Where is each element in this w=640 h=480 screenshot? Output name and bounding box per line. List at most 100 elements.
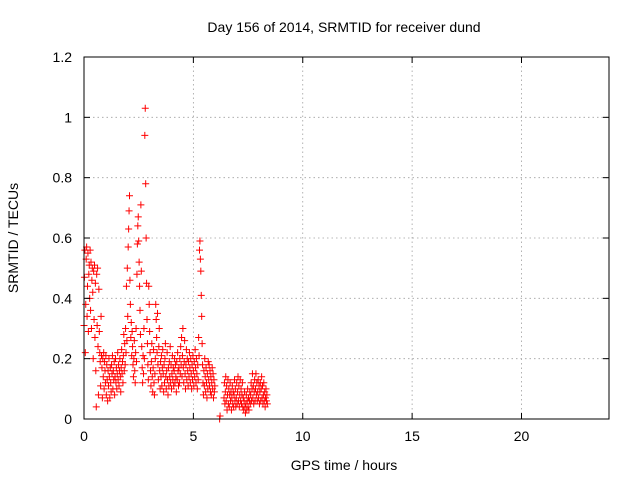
data-point: [139, 352, 147, 360]
data-point: [81, 349, 89, 357]
data-point: [197, 291, 205, 299]
data-point: [89, 288, 97, 296]
data-point: [145, 300, 153, 308]
data-point: [91, 261, 98, 269]
data-point: [210, 376, 218, 384]
data-point: [132, 349, 140, 357]
data-point: [150, 379, 158, 387]
data-point: [99, 355, 107, 363]
data-point: [259, 382, 266, 390]
data-point: [165, 358, 173, 366]
data-point: [91, 279, 99, 287]
y-tick-label: 1: [64, 109, 72, 125]
data-point: [178, 334, 186, 342]
data-point: [117, 364, 125, 372]
data-point: [205, 361, 213, 369]
data-point: [105, 355, 113, 363]
data-point: [180, 379, 188, 387]
data-point: [97, 312, 105, 320]
data-point: [129, 361, 137, 369]
data-point: [210, 394, 217, 402]
data-point: [120, 331, 128, 339]
data-point: [115, 382, 123, 390]
data-point: [147, 358, 155, 366]
data-point: [262, 385, 270, 393]
data-point: [189, 352, 197, 360]
data-point: [144, 376, 152, 384]
x-tick-label: 10: [295, 428, 311, 444]
data-point: [146, 349, 154, 357]
data-point: [108, 352, 116, 360]
data-point: [135, 237, 143, 245]
axis-ticks: [83, 56, 609, 420]
y-tick-label: 0.2: [53, 351, 73, 367]
data-point: [100, 385, 108, 393]
data-point: [127, 334, 135, 342]
data-point: [94, 343, 102, 351]
data-point: [134, 213, 142, 221]
data-point: [94, 391, 102, 399]
data-point: [154, 309, 161, 317]
data-point: [118, 346, 126, 354]
data-point: [136, 282, 144, 290]
data-point: [84, 328, 92, 336]
data-point: [150, 346, 158, 354]
data-point: [102, 352, 110, 360]
y-axis-label: SRMTID / TECUs: [5, 183, 21, 293]
data-point: [172, 373, 180, 381]
data-point: [157, 352, 165, 360]
data-point: [161, 379, 168, 387]
data-point: [211, 382, 219, 390]
data-point: [117, 388, 125, 396]
data-point: [92, 367, 100, 375]
data-point: [137, 201, 145, 209]
y-tick-label: 0.4: [53, 290, 73, 306]
data-point: [110, 358, 118, 366]
data-point: [202, 364, 210, 372]
data-point: [140, 325, 148, 332]
data-point: [172, 388, 180, 396]
data-point: [155, 325, 163, 332]
data-point: [142, 234, 150, 242]
data-point: [91, 334, 99, 342]
data-point: [127, 318, 135, 326]
data-point: [94, 264, 102, 272]
data-point: [182, 346, 190, 354]
data-point: [145, 282, 153, 290]
data-point: [132, 325, 140, 332]
data-point: [140, 355, 148, 363]
data-point: [136, 306, 144, 314]
data-point: [210, 388, 218, 396]
data-point: [204, 358, 212, 366]
data-points: [80, 104, 271, 423]
data-point: [107, 388, 115, 396]
data-point: [83, 312, 91, 320]
data-point: [135, 258, 143, 266]
data-point: [196, 237, 204, 245]
data-point: [85, 270, 93, 278]
data-point: [109, 367, 117, 375]
data-point: [129, 373, 137, 381]
data-point: [139, 379, 147, 387]
data-point: [153, 349, 161, 357]
data-point: [179, 325, 187, 332]
data-point: [141, 104, 149, 112]
data-point: [90, 315, 98, 323]
x-tick-label: 5: [189, 428, 197, 444]
y-tick-label: 0.6: [53, 230, 73, 246]
data-point: [148, 340, 156, 348]
data-point: [87, 306, 95, 314]
data-point: [133, 270, 141, 278]
data-point: [98, 394, 106, 402]
data-point: [114, 349, 122, 357]
data-point: [116, 373, 124, 381]
x-tick-labels: 0 5 10 15 20: [80, 428, 529, 444]
data-point: [177, 343, 185, 351]
data-point: [155, 343, 163, 351]
data-point: [181, 337, 189, 345]
data-point: [238, 379, 246, 387]
data-point: [158, 364, 166, 372]
data-point: [95, 328, 103, 336]
data-point: [124, 312, 132, 320]
